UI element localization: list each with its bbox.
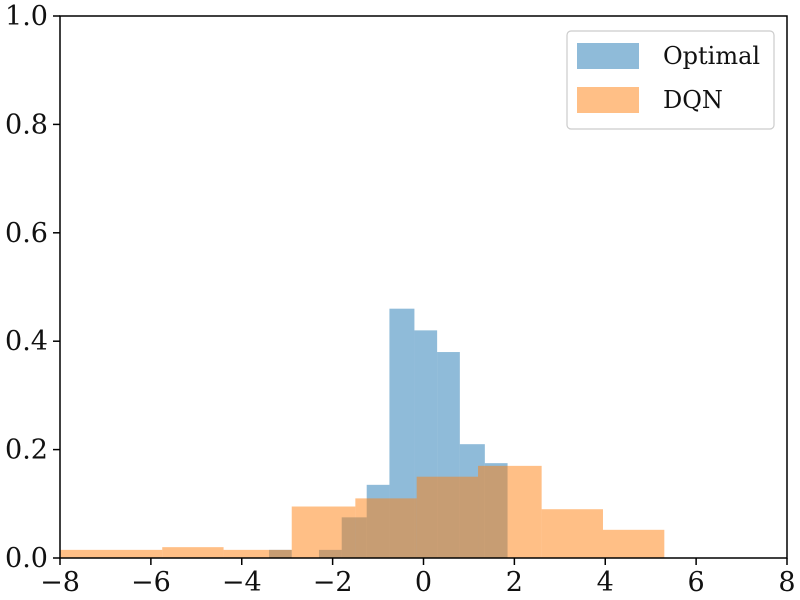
legend-label-optimal: Optimal (663, 42, 760, 70)
x-tick-label: 2 (506, 567, 523, 598)
x-tick-label: −2 (313, 567, 353, 598)
y-tick-label: 0.2 (5, 435, 48, 466)
x-tick-label: 8 (778, 567, 795, 598)
bar-dqn-7 (541, 509, 603, 558)
legend-swatch-dqn (577, 87, 639, 113)
legend-swatch-optimal (577, 43, 639, 69)
x-tick-label: 4 (597, 567, 614, 598)
x-tick-label: −6 (131, 567, 171, 598)
y-tick-label: 0.4 (5, 326, 48, 357)
y-tick-label: 0.8 (5, 109, 48, 140)
y-tick-label: 0.0 (5, 543, 48, 574)
bars-layer (60, 308, 665, 558)
bar-dqn-3 (291, 506, 356, 558)
legend: Optimal DQN (566, 30, 775, 130)
bar-dqn-0 (60, 549, 163, 558)
series-dqn-bars (60, 465, 665, 558)
y-tick-label: 1.0 (5, 1, 48, 32)
y-tick-label: 0.6 (5, 218, 48, 249)
bar-dqn-4 (355, 498, 417, 558)
bar-dqn-5 (416, 476, 479, 558)
legend-label-dqn: DQN (663, 86, 723, 114)
bar-dqn-8 (602, 529, 665, 558)
x-tick-label: 6 (688, 567, 705, 598)
x-tick-label: −8 (40, 567, 80, 598)
bar-dqn-2 (223, 549, 292, 558)
bar-dqn-6 (478, 465, 542, 558)
ticks-layer: −8 −6 −4 −2 0 2 4 6 8 0.0 0.2 0.4 0.6 0.8 1.0 (5, 1, 796, 598)
x-tick-label: 0 (415, 567, 432, 598)
bar-dqn-1 (162, 547, 224, 558)
x-tick-label: −4 (222, 567, 262, 598)
